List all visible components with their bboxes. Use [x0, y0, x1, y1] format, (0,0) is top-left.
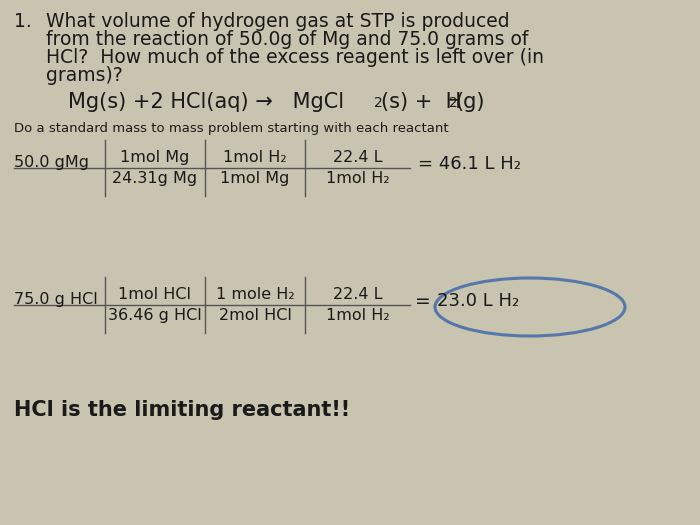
Text: 2: 2	[449, 96, 458, 110]
Text: HCl is the limiting reactant!!: HCl is the limiting reactant!!	[14, 400, 350, 420]
Text: 22.4 L: 22.4 L	[332, 287, 382, 302]
Text: (s) +  H: (s) + H	[381, 92, 461, 112]
Text: 24.31g Mg: 24.31g Mg	[113, 171, 197, 186]
Text: Mg(s) +2 HCl(aq) →   MgCl: Mg(s) +2 HCl(aq) → MgCl	[68, 92, 344, 112]
Text: 75.0 g HCl: 75.0 g HCl	[14, 292, 98, 307]
Text: 1 mole H₂: 1 mole H₂	[216, 287, 294, 302]
Text: 1mol H₂: 1mol H₂	[326, 171, 389, 186]
Text: 1mol Mg: 1mol Mg	[120, 150, 190, 165]
Text: 36.46 g HCl: 36.46 g HCl	[108, 308, 202, 323]
Text: 1mol Mg: 1mol Mg	[220, 171, 290, 186]
Text: Do a standard mass to mass problem starting with each reactant: Do a standard mass to mass problem start…	[14, 122, 449, 135]
Text: HCl?  How much of the excess reagent is left over (in: HCl? How much of the excess reagent is l…	[46, 48, 544, 67]
Text: 1mol HCl: 1mol HCl	[118, 287, 192, 302]
Text: 1mol H₂: 1mol H₂	[326, 308, 389, 323]
Text: 22.4 L: 22.4 L	[332, 150, 382, 165]
Text: 50.0 gMg: 50.0 gMg	[14, 155, 89, 170]
Text: 1.: 1.	[14, 12, 32, 31]
Text: 2mol HCl: 2mol HCl	[218, 308, 291, 323]
Text: =: =	[415, 292, 430, 311]
Text: grams)?: grams)?	[46, 66, 122, 85]
Text: from the reaction of 50.0g of Mg and 75.0 grams of: from the reaction of 50.0g of Mg and 75.…	[46, 30, 529, 49]
Text: 23.0 L H₂: 23.0 L H₂	[437, 292, 519, 310]
Text: = 46.1 L H₂: = 46.1 L H₂	[418, 155, 521, 173]
Text: 1mol H₂: 1mol H₂	[223, 150, 287, 165]
Text: (g): (g)	[455, 92, 484, 112]
Text: What volume of hydrogen gas at STP is produced: What volume of hydrogen gas at STP is pr…	[46, 12, 510, 31]
Text: 2: 2	[374, 96, 383, 110]
